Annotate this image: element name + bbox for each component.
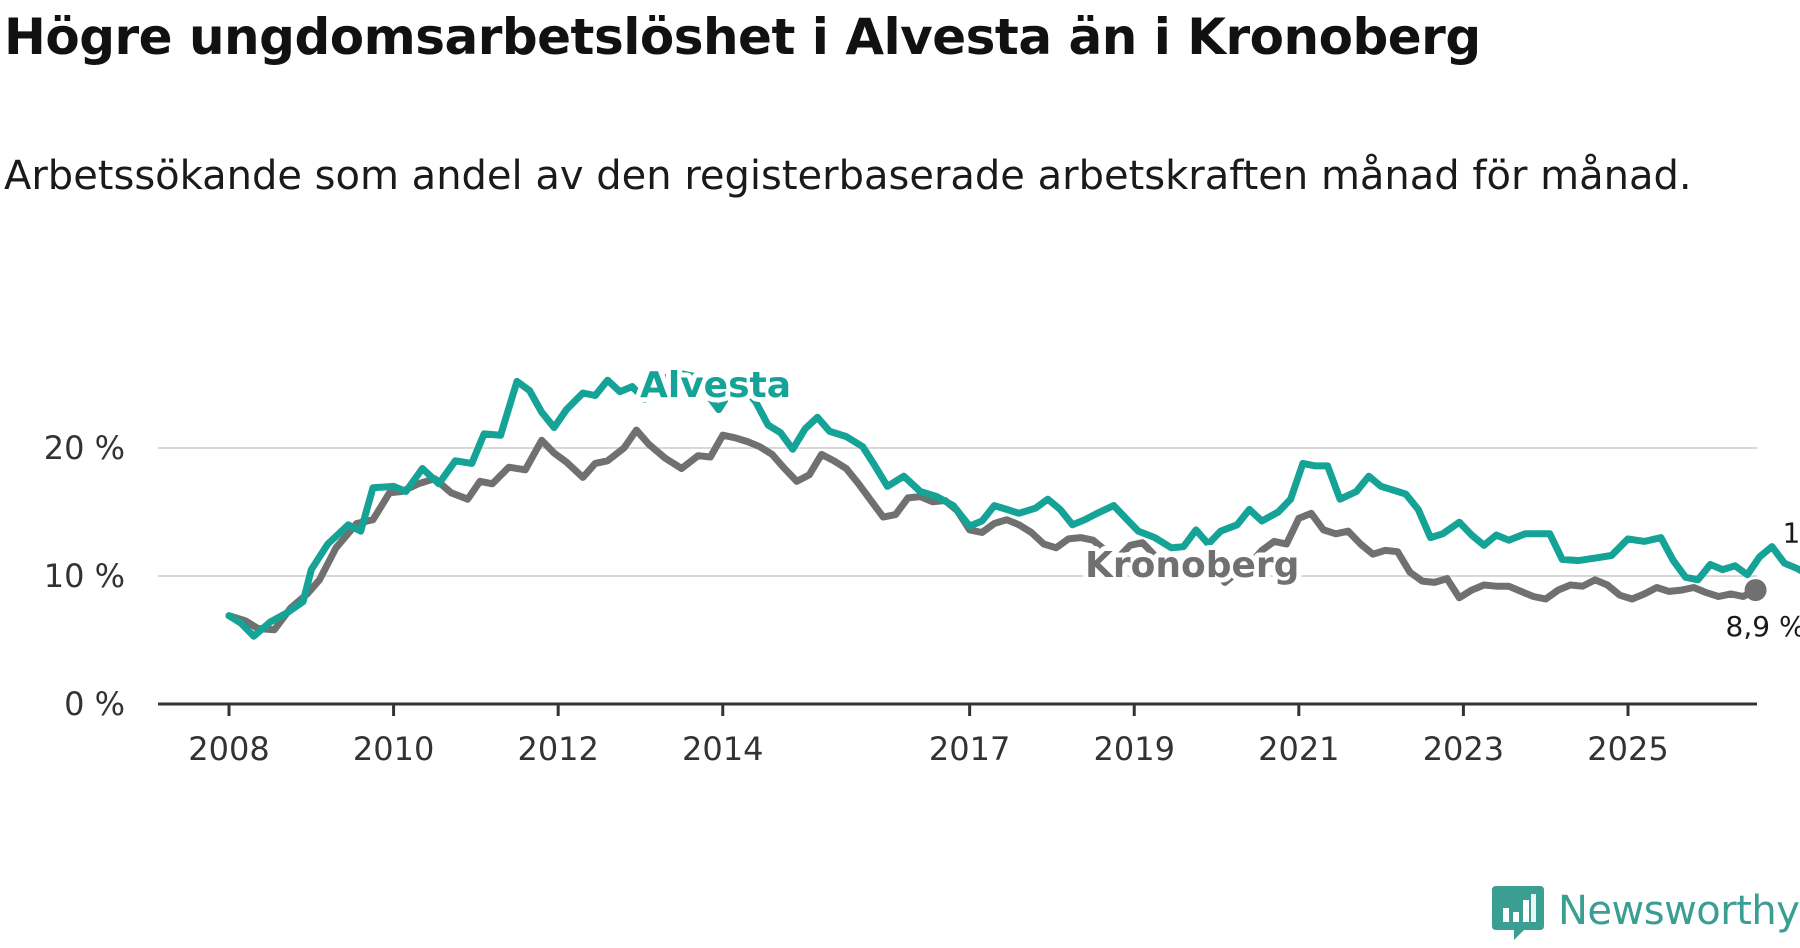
x-tick-label: 2021	[1258, 730, 1339, 768]
y-tick-label: 10 %	[44, 557, 125, 595]
series-line-alvesta	[225, 370, 1800, 640]
end-value-label-kronoberg: 8,9 %	[1726, 610, 1800, 643]
y-tick-label: 20 %	[44, 429, 125, 467]
series-line-kronoberg	[225, 426, 1760, 634]
x-tick-label: 2012	[517, 730, 598, 768]
chart-subtitle: Arbetssökande som andel av den registerb…	[4, 153, 1692, 199]
x-tick-label: 2025	[1587, 730, 1668, 768]
newsworthy-logo-icon	[1492, 886, 1544, 940]
x-tick-label: 2008	[188, 730, 269, 768]
x-tick-label: 2023	[1423, 730, 1504, 768]
series-label-kronoberg: Kronoberg	[1085, 545, 1299, 586]
end-marker-kronoberg	[1744, 579, 1767, 602]
x-tick-label: 2014	[682, 730, 763, 768]
end-value-label-alvesta: 10,9 %	[1782, 516, 1800, 549]
series-label-alvesta: Alvesta	[640, 365, 791, 406]
brand-name: Newsworthy	[1558, 888, 1800, 934]
y-tick-label: 0 %	[64, 685, 125, 723]
x-tick-label: 2019	[1094, 730, 1175, 768]
x-tick-label: 2010	[353, 730, 434, 768]
x-tick-label: 2017	[929, 730, 1010, 768]
chart-title: Högre ungdomsarbetslöshet i Alvesta än i…	[4, 8, 1481, 66]
newsworthy-brand[interactable]: Newsworthy	[1490, 882, 1800, 946]
